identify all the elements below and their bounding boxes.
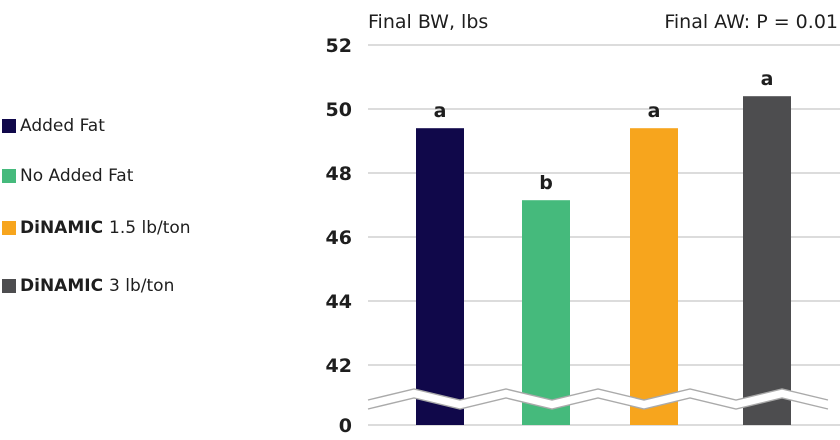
bar-letters: a b a a: [434, 68, 774, 194]
legend-item: Added Fat: [2, 116, 105, 136]
bar: [630, 128, 678, 425]
legend-brand: DiNAMIC: [20, 276, 104, 296]
legend-label: No Added Fat: [20, 166, 134, 186]
axis-break-band: [368, 389, 828, 409]
y-tick-label: 46: [326, 227, 352, 249]
bars: [416, 96, 791, 425]
y-tick-labels: 0 42 44 46 48 50 52: [326, 35, 352, 437]
legend-label: 1.5 lb/ton: [109, 218, 191, 238]
legend-item: DiNAMIC 3 lb/ton: [2, 276, 174, 296]
bar-significance-letter: a: [648, 100, 661, 122]
bar-significance-letter: a: [761, 68, 774, 90]
y-tick-label: 52: [326, 35, 352, 57]
legend-brand: DiNAMIC: [20, 218, 104, 238]
legend-swatch: [2, 119, 16, 133]
legend-label: Added Fat: [20, 116, 105, 136]
y-tick-label: 42: [326, 355, 352, 377]
legend-swatch: [2, 279, 16, 293]
chart-title: Final BW, lbs: [368, 11, 488, 33]
bar: [743, 96, 791, 425]
y-tick-label: 44: [326, 291, 352, 313]
axis-break-line: [367, 388, 829, 401]
bar: [416, 128, 464, 425]
axis-break-line: [367, 397, 829, 410]
bar-significance-letter: b: [539, 172, 553, 194]
y-tick-label: 48: [326, 163, 352, 185]
bar: [522, 200, 570, 425]
legend-swatch: [2, 169, 16, 183]
legend-item: DiNAMIC 1.5 lb/ton: [2, 218, 191, 238]
legend-swatch: [2, 221, 16, 235]
y-tick-label: 0: [339, 415, 352, 437]
legend-label: 3 lb/ton: [109, 276, 175, 296]
y-tick-label: 50: [326, 99, 352, 121]
bar-significance-letter: a: [434, 100, 447, 122]
chart-annotation: Final AW: P = 0.01: [664, 11, 838, 33]
axis-break: [367, 388, 829, 410]
legend-item: No Added Fat: [2, 166, 133, 186]
